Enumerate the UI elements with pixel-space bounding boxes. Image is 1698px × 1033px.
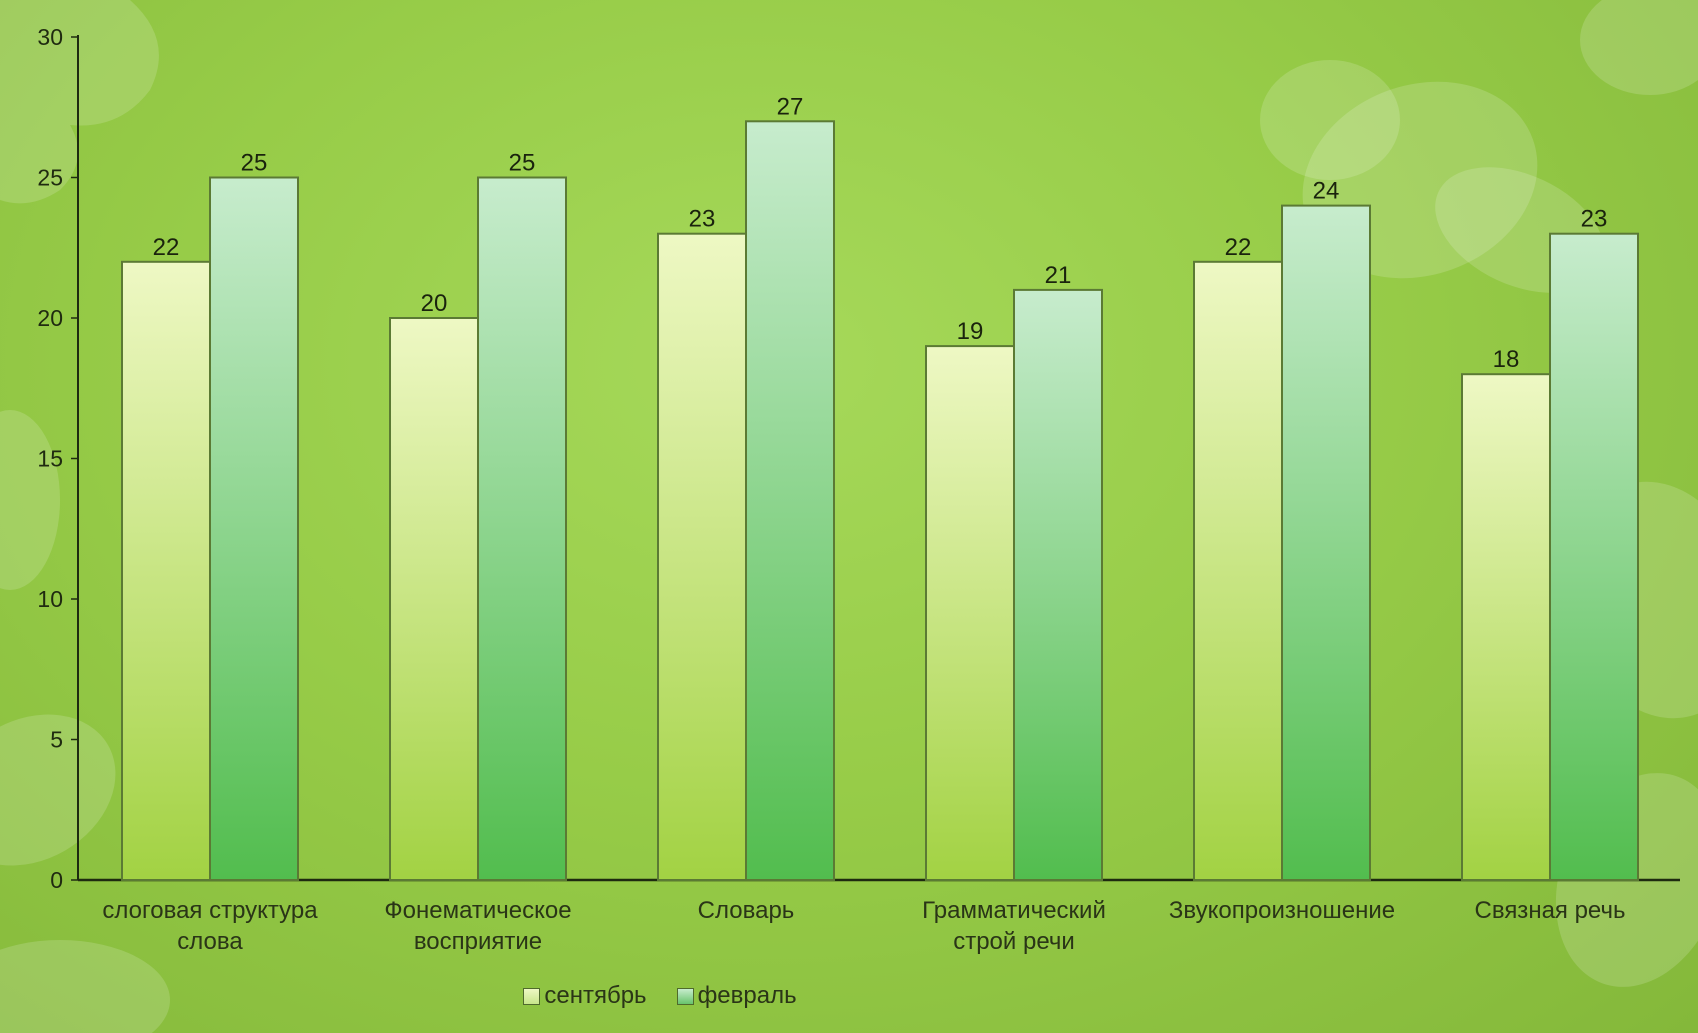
legend: сентябрь февраль <box>0 982 1320 1010</box>
data-label: 19 <box>957 318 984 345</box>
bar-february <box>746 121 834 880</box>
category-label-line: Звукопроизношение <box>1169 897 1395 924</box>
y-tick-label: 15 <box>37 446 63 472</box>
category-label: слоговая структура слова <box>102 897 318 955</box>
bar-september <box>390 318 478 880</box>
category-label-line: Словарь <box>698 897 795 924</box>
data-label: 24 <box>1313 178 1340 205</box>
category-label-line: Грамматический <box>922 897 1106 924</box>
y-tick-label: 25 <box>37 165 63 191</box>
data-label: 25 <box>509 150 536 177</box>
category-label-line: восприятие <box>414 928 542 955</box>
bar-february <box>1282 206 1370 880</box>
bar-february <box>478 178 566 881</box>
bar-september <box>122 262 210 880</box>
bar-february <box>1550 234 1638 880</box>
category-label-line: слова <box>177 928 243 955</box>
data-label: 21 <box>1045 262 1072 289</box>
y-tick-label: 30 <box>37 24 63 50</box>
legend-label-september: сентябрь <box>544 982 646 1010</box>
category-label-line: слоговая структура <box>102 897 318 924</box>
legend-swatch-september <box>523 988 540 1005</box>
category-label: Фонематическое восприятие <box>384 897 571 955</box>
category-label: Словарь <box>698 897 795 924</box>
data-label: 25 <box>241 150 268 177</box>
category-label-line: строй речи <box>953 928 1075 955</box>
bar-september <box>926 346 1014 880</box>
data-label: 23 <box>1581 206 1608 233</box>
bars <box>122 121 1638 880</box>
bar-september <box>658 234 746 880</box>
bar-february <box>210 178 298 881</box>
y-tick-label: 20 <box>37 305 63 331</box>
legend-label-february: февраль <box>698 982 797 1010</box>
data-label: 18 <box>1493 346 1520 373</box>
data-label: 23 <box>689 206 716 233</box>
category-label: Грамматический строй речи <box>922 897 1106 955</box>
data-label: 20 <box>421 290 448 317</box>
category-label: Связная речь <box>1475 897 1626 924</box>
data-label: 27 <box>777 93 804 120</box>
data-label: 22 <box>153 234 180 261</box>
bar-september <box>1194 262 1282 880</box>
legend-item-february: февраль <box>677 982 797 1010</box>
category-label: Звукопроизношение <box>1169 897 1395 924</box>
axes <box>71 35 1680 880</box>
y-tick-label: 5 <box>50 727 63 753</box>
category-label-line: Связная речь <box>1475 897 1626 924</box>
y-tick-label: 10 <box>37 586 63 612</box>
category-label-line: Фонематическое <box>384 897 571 924</box>
bar-september <box>1462 374 1550 880</box>
bar-february <box>1014 290 1102 880</box>
legend-item-september: сентябрь <box>523 982 646 1010</box>
legend-swatch-february <box>677 988 694 1005</box>
data-label: 22 <box>1225 234 1252 261</box>
y-tick-label: 0 <box>50 867 63 893</box>
